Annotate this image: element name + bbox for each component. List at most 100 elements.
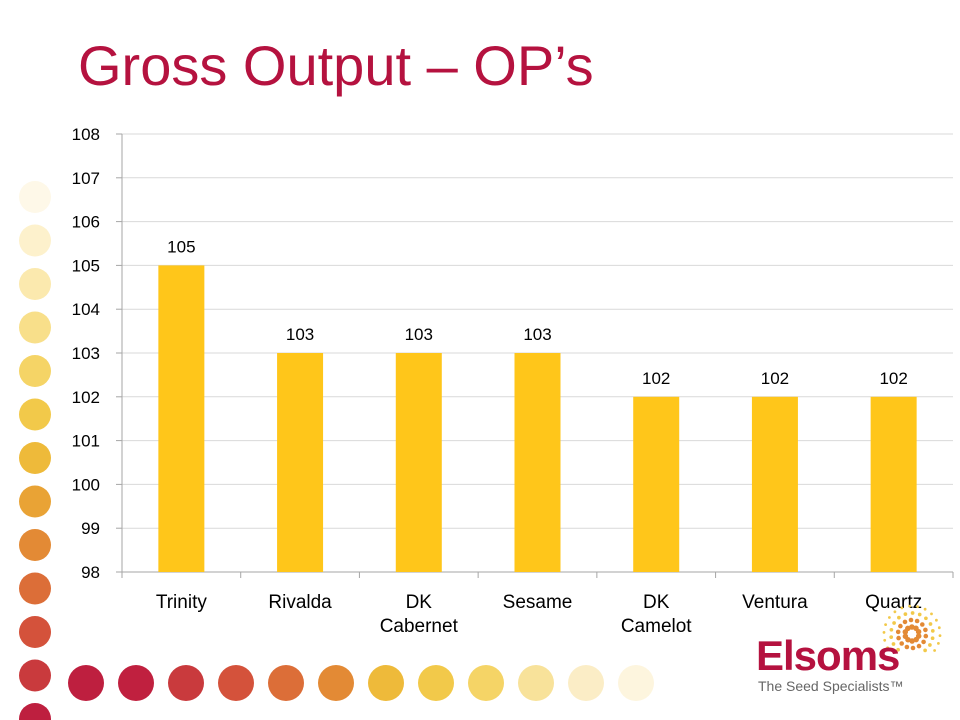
- decor-dot: [19, 355, 51, 387]
- decor-dot: [218, 665, 254, 701]
- burst-dot: [923, 648, 927, 653]
- data-label: 103: [405, 325, 433, 344]
- x-tick-label: Quartz: [865, 592, 922, 613]
- decor-dot: [19, 616, 51, 648]
- decor-dot: [618, 665, 654, 701]
- seed-burst-icon: [882, 604, 942, 653]
- y-tick-label: 108: [72, 125, 100, 144]
- burst-dot: [916, 643, 922, 649]
- decor-dot: [568, 665, 604, 701]
- decor-dot: [19, 268, 51, 300]
- burst-dot: [897, 615, 901, 620]
- x-tick-label: DK Camelot: [621, 592, 692, 637]
- burst-dot: [915, 628, 922, 635]
- y-tick-label: 101: [72, 432, 100, 451]
- burst-dot: [923, 607, 927, 611]
- burst-dot: [902, 619, 908, 625]
- y-tick-label: 99: [81, 519, 100, 538]
- burst-dot: [891, 642, 896, 646]
- x-tick-label: Ventura: [742, 592, 808, 613]
- burst-dot: [935, 618, 938, 622]
- decor-dot: [19, 224, 51, 257]
- decor-dot: [518, 665, 554, 701]
- decor-dot: [19, 442, 51, 474]
- decor-dot: [19, 398, 51, 431]
- y-tick-label: 104: [72, 300, 100, 319]
- data-label: 102: [761, 369, 789, 388]
- data-label: 103: [523, 325, 551, 344]
- burst-dot: [937, 626, 941, 630]
- burst-dot: [895, 629, 901, 635]
- decor-dot: [418, 665, 454, 701]
- y-tick-label: 102: [72, 388, 100, 407]
- burst-dot: [904, 644, 910, 650]
- burst-dot: [937, 642, 940, 645]
- data-label: 103: [286, 325, 314, 344]
- decor-dot: [19, 485, 51, 518]
- decor-dot: [468, 665, 504, 701]
- burst-dot: [930, 629, 935, 633]
- bar: [870, 396, 917, 572]
- burst-dot: [916, 605, 919, 608]
- decor-dot: [19, 659, 51, 692]
- burst-dot: [902, 633, 909, 640]
- burst-dot: [908, 617, 914, 623]
- y-tick-label: 106: [72, 213, 100, 232]
- decor-dot: [118, 665, 154, 701]
- burst-dot: [924, 616, 928, 621]
- x-tick-label: Sesame: [503, 592, 573, 613]
- decor-dot: [19, 311, 51, 344]
- y-tick-label: 98: [81, 563, 100, 582]
- burst-dot: [882, 631, 886, 634]
- burst-dot: [900, 606, 904, 610]
- data-label: 102: [642, 369, 670, 388]
- data-label: 105: [167, 237, 195, 256]
- burst-dot: [889, 635, 894, 639]
- y-tick-label: 105: [72, 256, 100, 275]
- decor-dot: [19, 572, 51, 605]
- y-tick-label: 100: [72, 475, 100, 494]
- burst-dot: [921, 639, 926, 645]
- logo-tagline: The Seed Specialists™: [758, 678, 904, 694]
- burst-dot: [883, 638, 887, 642]
- burst-dot: [889, 627, 894, 632]
- decor-dot: [368, 665, 404, 701]
- x-tick-label: Rivalda: [268, 592, 332, 613]
- slide-title: Gross Output – OP’s: [78, 34, 594, 97]
- y-tick-label: 107: [72, 169, 100, 188]
- bar: [751, 396, 798, 572]
- decor-dot: [19, 181, 51, 213]
- burst-dot: [908, 604, 911, 608]
- burst-dot: [898, 623, 903, 629]
- y-tick-label: 103: [72, 344, 100, 363]
- data-label: 102: [879, 369, 907, 388]
- bar: [633, 396, 680, 572]
- burst-dot: [910, 611, 915, 615]
- burst-dot: [896, 647, 900, 652]
- burst-dot: [903, 612, 908, 616]
- bar: [158, 265, 205, 572]
- burst-dot: [896, 635, 901, 641]
- bar: [514, 353, 561, 572]
- burst-dot: [884, 623, 887, 626]
- burst-dot: [892, 621, 896, 625]
- burst-dot: [917, 612, 922, 617]
- burst-dot: [928, 622, 933, 626]
- burst-dot: [893, 610, 897, 614]
- bar: [277, 353, 324, 572]
- decor-dot: [168, 665, 204, 701]
- burst-dot: [923, 633, 929, 639]
- burst-dot: [938, 634, 942, 637]
- burst-dot: [928, 643, 932, 647]
- burst-dot: [923, 627, 928, 633]
- elsoms-logo: Elsoms The Seed Specialists™: [752, 604, 942, 704]
- logo-wordmark: Elsoms: [756, 632, 900, 679]
- decor-dot: [19, 703, 51, 720]
- burst-dot: [920, 622, 925, 627]
- decor-dot: [318, 665, 354, 701]
- decor-dot: [68, 665, 104, 701]
- x-tick-label: DK Cabernet: [380, 592, 459, 637]
- burst-dot: [899, 641, 904, 646]
